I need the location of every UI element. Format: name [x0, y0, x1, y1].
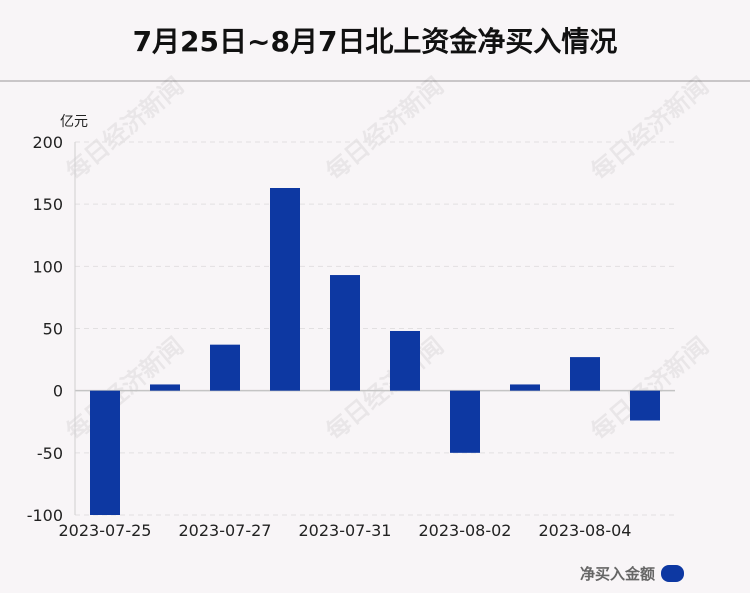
- x-tick-label: 2023-07-27: [179, 521, 272, 540]
- bar-series: [90, 188, 660, 515]
- bar: [150, 384, 180, 391]
- legend-label: 净买入金额: [579, 565, 655, 583]
- title-divider: [0, 80, 750, 82]
- chart-title: 7月25日~8月7日北上资金净买入情况: [132, 25, 618, 58]
- legend: 净买入金额: [580, 563, 684, 584]
- y-tick-label: 50: [43, 320, 63, 339]
- x-tick-label: 2023-08-02: [419, 521, 512, 540]
- y-axis-unit: 亿元: [60, 114, 88, 130]
- x-tick-label: 2023-07-25: [59, 521, 152, 540]
- bar: [450, 390, 480, 453]
- watermark-text: 每日经济新闻: [321, 72, 449, 186]
- bar: [210, 344, 240, 391]
- watermark-text: 每日经济新闻: [586, 332, 714, 446]
- y-tick-label: 200: [32, 133, 63, 152]
- bar: [630, 390, 660, 421]
- x-axis-ticks: 2023-07-25 2023-07-27 2023-07-31 2023-08-02…: [59, 521, 632, 540]
- y-tick-label: 0: [53, 382, 63, 401]
- y-axis-ticks: -100 -50 0 50 100 150 200: [27, 133, 63, 525]
- y-tick-label: 150: [32, 195, 63, 214]
- y-tick-label: -100: [27, 506, 63, 525]
- legend-swatch: [661, 565, 684, 582]
- grid-lines: [74, 141, 675, 516]
- y-tick-label: 100: [32, 257, 63, 276]
- bar: [330, 275, 360, 391]
- watermark-text: 每日经济新闻: [586, 72, 714, 186]
- y-tick-label: -50: [37, 444, 63, 463]
- bar: [390, 330, 420, 391]
- bar: [510, 384, 540, 391]
- bar: [570, 357, 600, 391]
- x-tick-label: 2023-08-04: [539, 521, 632, 540]
- bar: [270, 188, 300, 391]
- x-tick-label: 2023-07-31: [299, 521, 392, 540]
- bar: [90, 390, 120, 515]
